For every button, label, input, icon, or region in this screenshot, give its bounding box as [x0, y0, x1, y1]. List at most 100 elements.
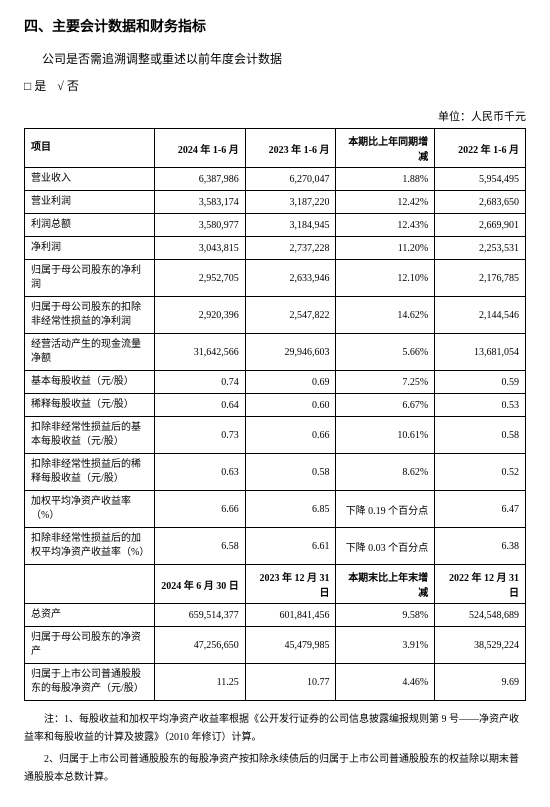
checkbox-no: √ 否 [57, 79, 79, 93]
table-row: 营业收入6,387,9866,270,0471.88%5,954,495 [25, 168, 526, 191]
row-v4: 2,683,650 [435, 191, 526, 214]
row-v1: 6.66 [154, 491, 245, 528]
header-item: 项目 [25, 129, 155, 168]
row-change: 12.10% [336, 260, 435, 297]
table-row: 稀释每股收益（元/股）0.640.606.67%0.53 [25, 394, 526, 417]
row-v2: 0.58 [245, 454, 336, 491]
row-label: 扣除非经常性损益后的加权平均净资产收益率（%） [25, 528, 155, 565]
header-c3: 本期比上年同期增减 [336, 129, 435, 168]
row-v2: 6,270,047 [245, 168, 336, 191]
row-v2: 6.61 [245, 528, 336, 565]
table-row: 扣除非经常性损益后的稀释每股收益（元/股）0.630.588.62%0.52 [25, 454, 526, 491]
row-label: 利润总额 [25, 214, 155, 237]
row-v1: 6,387,986 [154, 168, 245, 191]
row-v2: 29,946,603 [245, 334, 336, 371]
notes: 注：1、每股收益和加权平均净资产收益率根据《公开发行证券的公司信息披露编报规则第… [24, 711, 526, 787]
row-change: 11.20% [336, 237, 435, 260]
header2-c2: 2023 年 12 月 31 日 [245, 565, 336, 604]
row-v4: 38,529,224 [435, 627, 526, 664]
row-label: 加权平均净资产收益率（%） [25, 491, 155, 528]
row-label: 基本每股收益（元/股） [25, 371, 155, 394]
header-c4: 2022 年 1-6 月 [435, 129, 526, 168]
row-label: 稀释每股收益（元/股） [25, 394, 155, 417]
header2-item [25, 565, 155, 604]
row-label: 扣除非经常性损益后的稀释每股收益（元/股） [25, 454, 155, 491]
row-v4: 2,176,785 [435, 260, 526, 297]
subtitle: 公司是否需追溯调整或重述以前年度会计数据 [24, 50, 526, 67]
row-label: 归属于母公司股东的净资产 [25, 627, 155, 664]
row-v2: 0.60 [245, 394, 336, 417]
table-row: 总资产659,514,377601,841,4569.58%524,548,68… [25, 604, 526, 627]
row-v1: 3,580,977 [154, 214, 245, 237]
note-2: 2、归属于上市公司普通股股东的每股净资产按扣除永续债后的归属于上市公司普通股股东… [24, 751, 526, 787]
row-change: 5.66% [336, 334, 435, 371]
checkbox-yes: □ 是 [24, 79, 46, 93]
row-change: 1.88% [336, 168, 435, 191]
row-v1: 47,256,650 [154, 627, 245, 664]
table-row: 加权平均净资产收益率（%）6.666.85下降 0.19 个百分点6.47 [25, 491, 526, 528]
row-change: 下降 0.19 个百分点 [336, 491, 435, 528]
row-v2: 2,633,946 [245, 260, 336, 297]
row-change: 3.91% [336, 627, 435, 664]
table-row: 扣除非经常性损益后的加权平均净资产收益率（%）6.586.61下降 0.03 个… [25, 528, 526, 565]
header2-c4: 2022 年 12 月 31 日 [435, 565, 526, 604]
row-label: 净利润 [25, 237, 155, 260]
table-row: 净利润3,043,8152,737,22811.20%2,253,531 [25, 237, 526, 260]
row-label: 归属于母公司股东的净利润 [25, 260, 155, 297]
row-v1: 6.58 [154, 528, 245, 565]
table-row: 利润总额3,580,9773,184,94512.43%2,669,901 [25, 214, 526, 237]
row-v2: 0.66 [245, 417, 336, 454]
row-v1: 31,642,566 [154, 334, 245, 371]
row-label: 总资产 [25, 604, 155, 627]
header-row-1: 项目 2024 年 1-6 月 2023 年 1-6 月 本期比上年同期增减 2… [25, 129, 526, 168]
row-label: 经营活动产生的现金流量净额 [25, 334, 155, 371]
row-v2: 0.69 [245, 371, 336, 394]
row-label: 归属于上市公司普通股股东的每股净资产（元/股） [25, 664, 155, 701]
row-v1: 0.64 [154, 394, 245, 417]
row-label: 归属于母公司股东的扣除非经常性损益的净利润 [25, 297, 155, 334]
row-v4: 6.38 [435, 528, 526, 565]
table-row: 归属于母公司股东的净资产47,256,65045,479,9853.91%38,… [25, 627, 526, 664]
row-v1: 0.63 [154, 454, 245, 491]
header-row-2: 2024 年 6 月 30 日 2023 年 12 月 31 日 本期末比上年末… [25, 565, 526, 604]
row-change: 10.61% [336, 417, 435, 454]
note-1: 注：1、每股收益和加权平均净资产收益率根据《公开发行证券的公司信息披露编报规则第… [24, 711, 526, 747]
row-v1: 2,952,705 [154, 260, 245, 297]
header2-c3: 本期末比上年末增减 [336, 565, 435, 604]
section-title: 四、主要会计数据和财务指标 [24, 16, 526, 36]
row-v1: 2,920,396 [154, 297, 245, 334]
row-v1: 3,043,815 [154, 237, 245, 260]
table-row: 归属于母公司股东的净利润2,952,7052,633,94612.10%2,17… [25, 260, 526, 297]
row-v1: 0.73 [154, 417, 245, 454]
header-c1: 2024 年 1-6 月 [154, 129, 245, 168]
row-v4: 524,548,689 [435, 604, 526, 627]
header-c2: 2023 年 1-6 月 [245, 129, 336, 168]
row-v4: 2,669,901 [435, 214, 526, 237]
row-change: 8.62% [336, 454, 435, 491]
table-row: 经营活动产生的现金流量净额31,642,56629,946,6035.66%13… [25, 334, 526, 371]
row-v2: 10.77 [245, 664, 336, 701]
row-v4: 13,681,054 [435, 334, 526, 371]
row-v2: 3,187,220 [245, 191, 336, 214]
row-change: 6.67% [336, 394, 435, 417]
row-v2: 2,737,228 [245, 237, 336, 260]
header2-c1: 2024 年 6 月 30 日 [154, 565, 245, 604]
row-change: 14.62% [336, 297, 435, 334]
financial-table: 项目 2024 年 1-6 月 2023 年 1-6 月 本期比上年同期增减 2… [24, 128, 526, 701]
table-row: 归属于母公司股东的扣除非经常性损益的净利润2,920,3962,547,8221… [25, 297, 526, 334]
row-v4: 0.58 [435, 417, 526, 454]
row-v4: 0.53 [435, 394, 526, 417]
row-v4: 0.59 [435, 371, 526, 394]
row-v4: 0.52 [435, 454, 526, 491]
row-v4: 2,253,531 [435, 237, 526, 260]
table-row: 基本每股收益（元/股）0.740.697.25%0.59 [25, 371, 526, 394]
row-label: 扣除非经常性损益后的基本每股收益（元/股） [25, 417, 155, 454]
checkbox-row: □ 是 √ 否 [24, 77, 526, 94]
row-change: 12.42% [336, 191, 435, 214]
row-v4: 2,144,546 [435, 297, 526, 334]
row-v1: 3,583,174 [154, 191, 245, 214]
row-v2: 2,547,822 [245, 297, 336, 334]
row-label: 营业收入 [25, 168, 155, 191]
table-row: 扣除非经常性损益后的基本每股收益（元/股）0.730.6610.61%0.58 [25, 417, 526, 454]
row-change: 4.46% [336, 664, 435, 701]
